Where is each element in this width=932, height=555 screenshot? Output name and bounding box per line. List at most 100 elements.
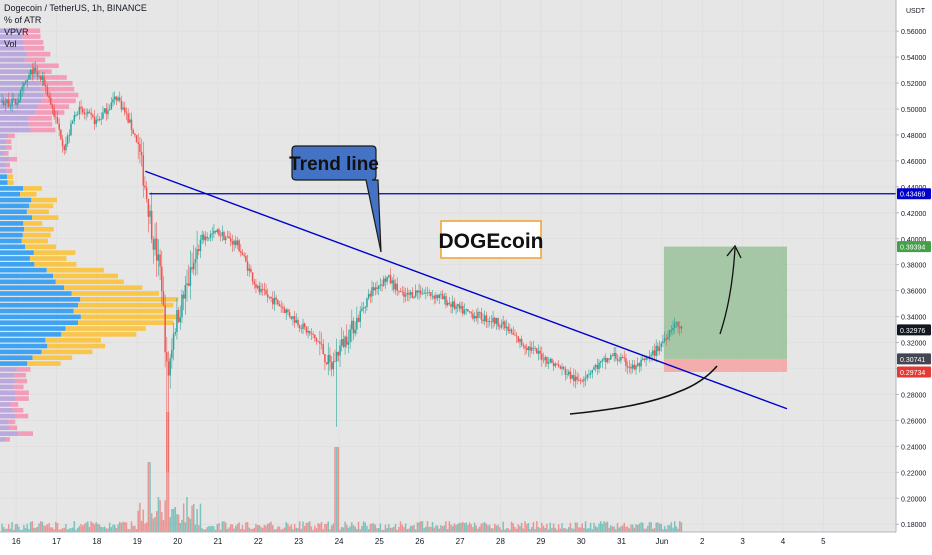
- vpvr-bar-sell: [65, 326, 146, 331]
- candle-body: [477, 312, 479, 319]
- candle-body: [260, 288, 262, 293]
- candle-body: [145, 187, 148, 199]
- volume-bar: [95, 522, 97, 532]
- symbol-legend[interactable]: Dogecoin / TetherUS, 1h, BINANCE: [4, 3, 147, 13]
- candle-body: [4, 103, 7, 105]
- vpvr-bar-buy: [0, 343, 48, 349]
- candle-body: [140, 151, 143, 156]
- candle-body: [546, 357, 548, 364]
- volume-bar: [376, 528, 378, 532]
- volume-bar: [208, 526, 210, 532]
- candle-body: [362, 307, 365, 309]
- candle-body: [527, 346, 530, 350]
- candle-body: [393, 280, 395, 290]
- candle-body: [421, 293, 424, 295]
- vpvr-bar-sell: [7, 180, 14, 185]
- candle-body: [569, 371, 572, 379]
- indicator-atr[interactable]: % of ATR: [4, 15, 42, 25]
- vpvr-bar-sell: [7, 174, 14, 180]
- candle-body: [608, 358, 610, 360]
- candle-body: [132, 129, 134, 134]
- candle-body: [302, 323, 304, 329]
- volume-bar: [309, 521, 311, 532]
- candle-body: [169, 358, 171, 376]
- time-axis[interactable]: 16 17 18 19 20 21 22 23 24 25 26 27 28 29 30 31 Jun 2 3 4 5: [0, 531, 896, 546]
- trend-line-callout[interactable]: Trend line: [289, 145, 382, 253]
- candle-body: [209, 234, 212, 238]
- vpvr-bar-sell: [16, 367, 31, 372]
- candle-body: [460, 306, 462, 309]
- candle-body: [610, 355, 612, 360]
- candle-body: [78, 106, 81, 115]
- candle-body: [23, 83, 25, 87]
- candle-body: [288, 312, 291, 317]
- y-tick-label: 0.48000: [901, 133, 926, 140]
- volume-bar: [667, 525, 669, 532]
- volume-bar: [394, 523, 397, 532]
- volume-bar: [362, 521, 365, 532]
- vpvr-bar-buy: [0, 180, 8, 185]
- candle-body: [224, 237, 227, 241]
- candle-body: [668, 330, 671, 338]
- volume-bar: [488, 524, 491, 532]
- volume-bar: [546, 523, 548, 532]
- candle-body: [670, 330, 673, 331]
- volume-bar: [524, 521, 526, 532]
- vpvr-bar-buy: [0, 337, 46, 343]
- volume-bar: [272, 525, 274, 532]
- candle-body: [532, 347, 535, 349]
- candle-body: [630, 366, 632, 369]
- volume-bar: [470, 524, 472, 532]
- volume-bar: [559, 528, 562, 532]
- indicator-vol[interactable]: Vol: [4, 39, 17, 49]
- volume-bar: [448, 521, 451, 532]
- candle-body: [34, 67, 37, 72]
- candle-body: [344, 336, 346, 347]
- candle-body: [130, 119, 133, 130]
- candle-body: [285, 309, 287, 313]
- vpvr-bar-sell: [8, 133, 15, 139]
- candle-body: [2, 100, 5, 105]
- candle-body: [229, 238, 232, 242]
- vpvr-bar-sell: [20, 191, 37, 197]
- volume-bar: [332, 523, 335, 532]
- candle-body: [166, 352, 168, 362]
- volume-bar: [58, 529, 60, 532]
- candle-body: [581, 380, 583, 382]
- volume-bar: [431, 522, 434, 532]
- candle-body: [11, 98, 13, 106]
- y-tick-label: 0.20000: [901, 496, 926, 503]
- volume-bar: [610, 525, 612, 532]
- vpvr-bar-buy: [0, 151, 5, 156]
- volume-bar: [33, 527, 35, 532]
- vpvr-bar-buy: [0, 320, 78, 325]
- position-zones: [663, 246, 788, 372]
- volume-bar: [446, 529, 449, 532]
- candle-body: [662, 341, 664, 344]
- candle-body: [431, 295, 434, 297]
- y-tick-label: 0.40000: [901, 237, 926, 244]
- indicator-vpvr[interactable]: VPVR: [4, 27, 29, 37]
- volume-bar: [103, 526, 106, 532]
- volume-bar: [177, 514, 180, 532]
- vpvr-bar-buy: [0, 139, 7, 144]
- vpvr-bar-sell: [73, 308, 164, 314]
- candle-body: [199, 239, 202, 252]
- candle-body: [198, 249, 200, 252]
- volume-bar: [596, 527, 599, 532]
- volume-bar: [36, 526, 39, 532]
- volume-bar: [396, 529, 398, 532]
- volume-bar: [145, 522, 148, 532]
- volume-bar: [76, 527, 79, 532]
- candle-body: [280, 306, 282, 308]
- volume-bar: [43, 525, 45, 532]
- price-label-box: [897, 188, 931, 200]
- vpvr-bar-sell: [15, 413, 29, 419]
- volume-bar: [613, 526, 615, 532]
- candle-body: [631, 364, 634, 369]
- coin-label-box[interactable]: DOGEcoin: [438, 220, 544, 259]
- vpvr-bar-buy: [0, 110, 36, 115]
- vpvr-bar-buy: [0, 226, 25, 232]
- volume-bar: [510, 521, 513, 532]
